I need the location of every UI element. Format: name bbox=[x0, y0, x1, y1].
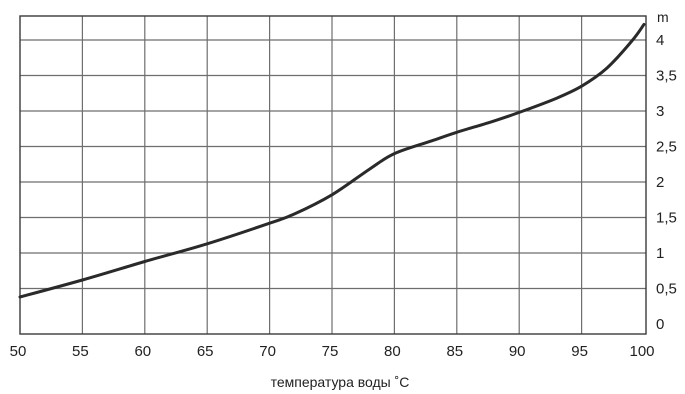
x-tick-label: 80 bbox=[384, 343, 401, 360]
y-axis-label: m bbox=[657, 9, 669, 25]
y-axis-ticks: 0 0,5 1 1,5 2 2,5 3 3,5 4 bbox=[656, 32, 677, 333]
x-axis-label: температура воды ˚C bbox=[271, 374, 410, 390]
x-tick-label: 75 bbox=[322, 343, 339, 360]
x-tick-label: 95 bbox=[571, 343, 588, 360]
series-group bbox=[18, 22, 646, 299]
y-tick-label: 2,5 bbox=[656, 139, 677, 156]
x-tick-label: 85 bbox=[446, 343, 463, 360]
x-axis-ticks: 50 55 60 65 70 75 80 85 90 95 100 bbox=[10, 343, 655, 360]
grid bbox=[20, 16, 646, 334]
y-tick-label: 1 bbox=[656, 245, 664, 262]
x-tick-label: 65 bbox=[197, 343, 214, 360]
x-tick-label: 60 bbox=[134, 343, 151, 360]
y-tick-label: 3,5 bbox=[656, 68, 677, 85]
y-tick-label: 1,5 bbox=[656, 210, 677, 227]
y-tick-label: 0,5 bbox=[656, 281, 677, 298]
y-tick-label: 4 bbox=[656, 32, 664, 49]
plot-frame bbox=[19, 15, 647, 335]
x-tick-label: 70 bbox=[259, 343, 276, 360]
x-tick-label: 50 bbox=[10, 343, 27, 360]
y-tick-label: 0 bbox=[656, 316, 664, 333]
y-tick-label: 2 bbox=[656, 174, 664, 191]
x-tick-label: 55 bbox=[72, 343, 89, 360]
x-tick-label: 90 bbox=[509, 343, 526, 360]
x-tick-label: 100 bbox=[629, 343, 654, 360]
y-tick-label: 3 bbox=[656, 103, 664, 120]
series-line bbox=[18, 22, 646, 299]
